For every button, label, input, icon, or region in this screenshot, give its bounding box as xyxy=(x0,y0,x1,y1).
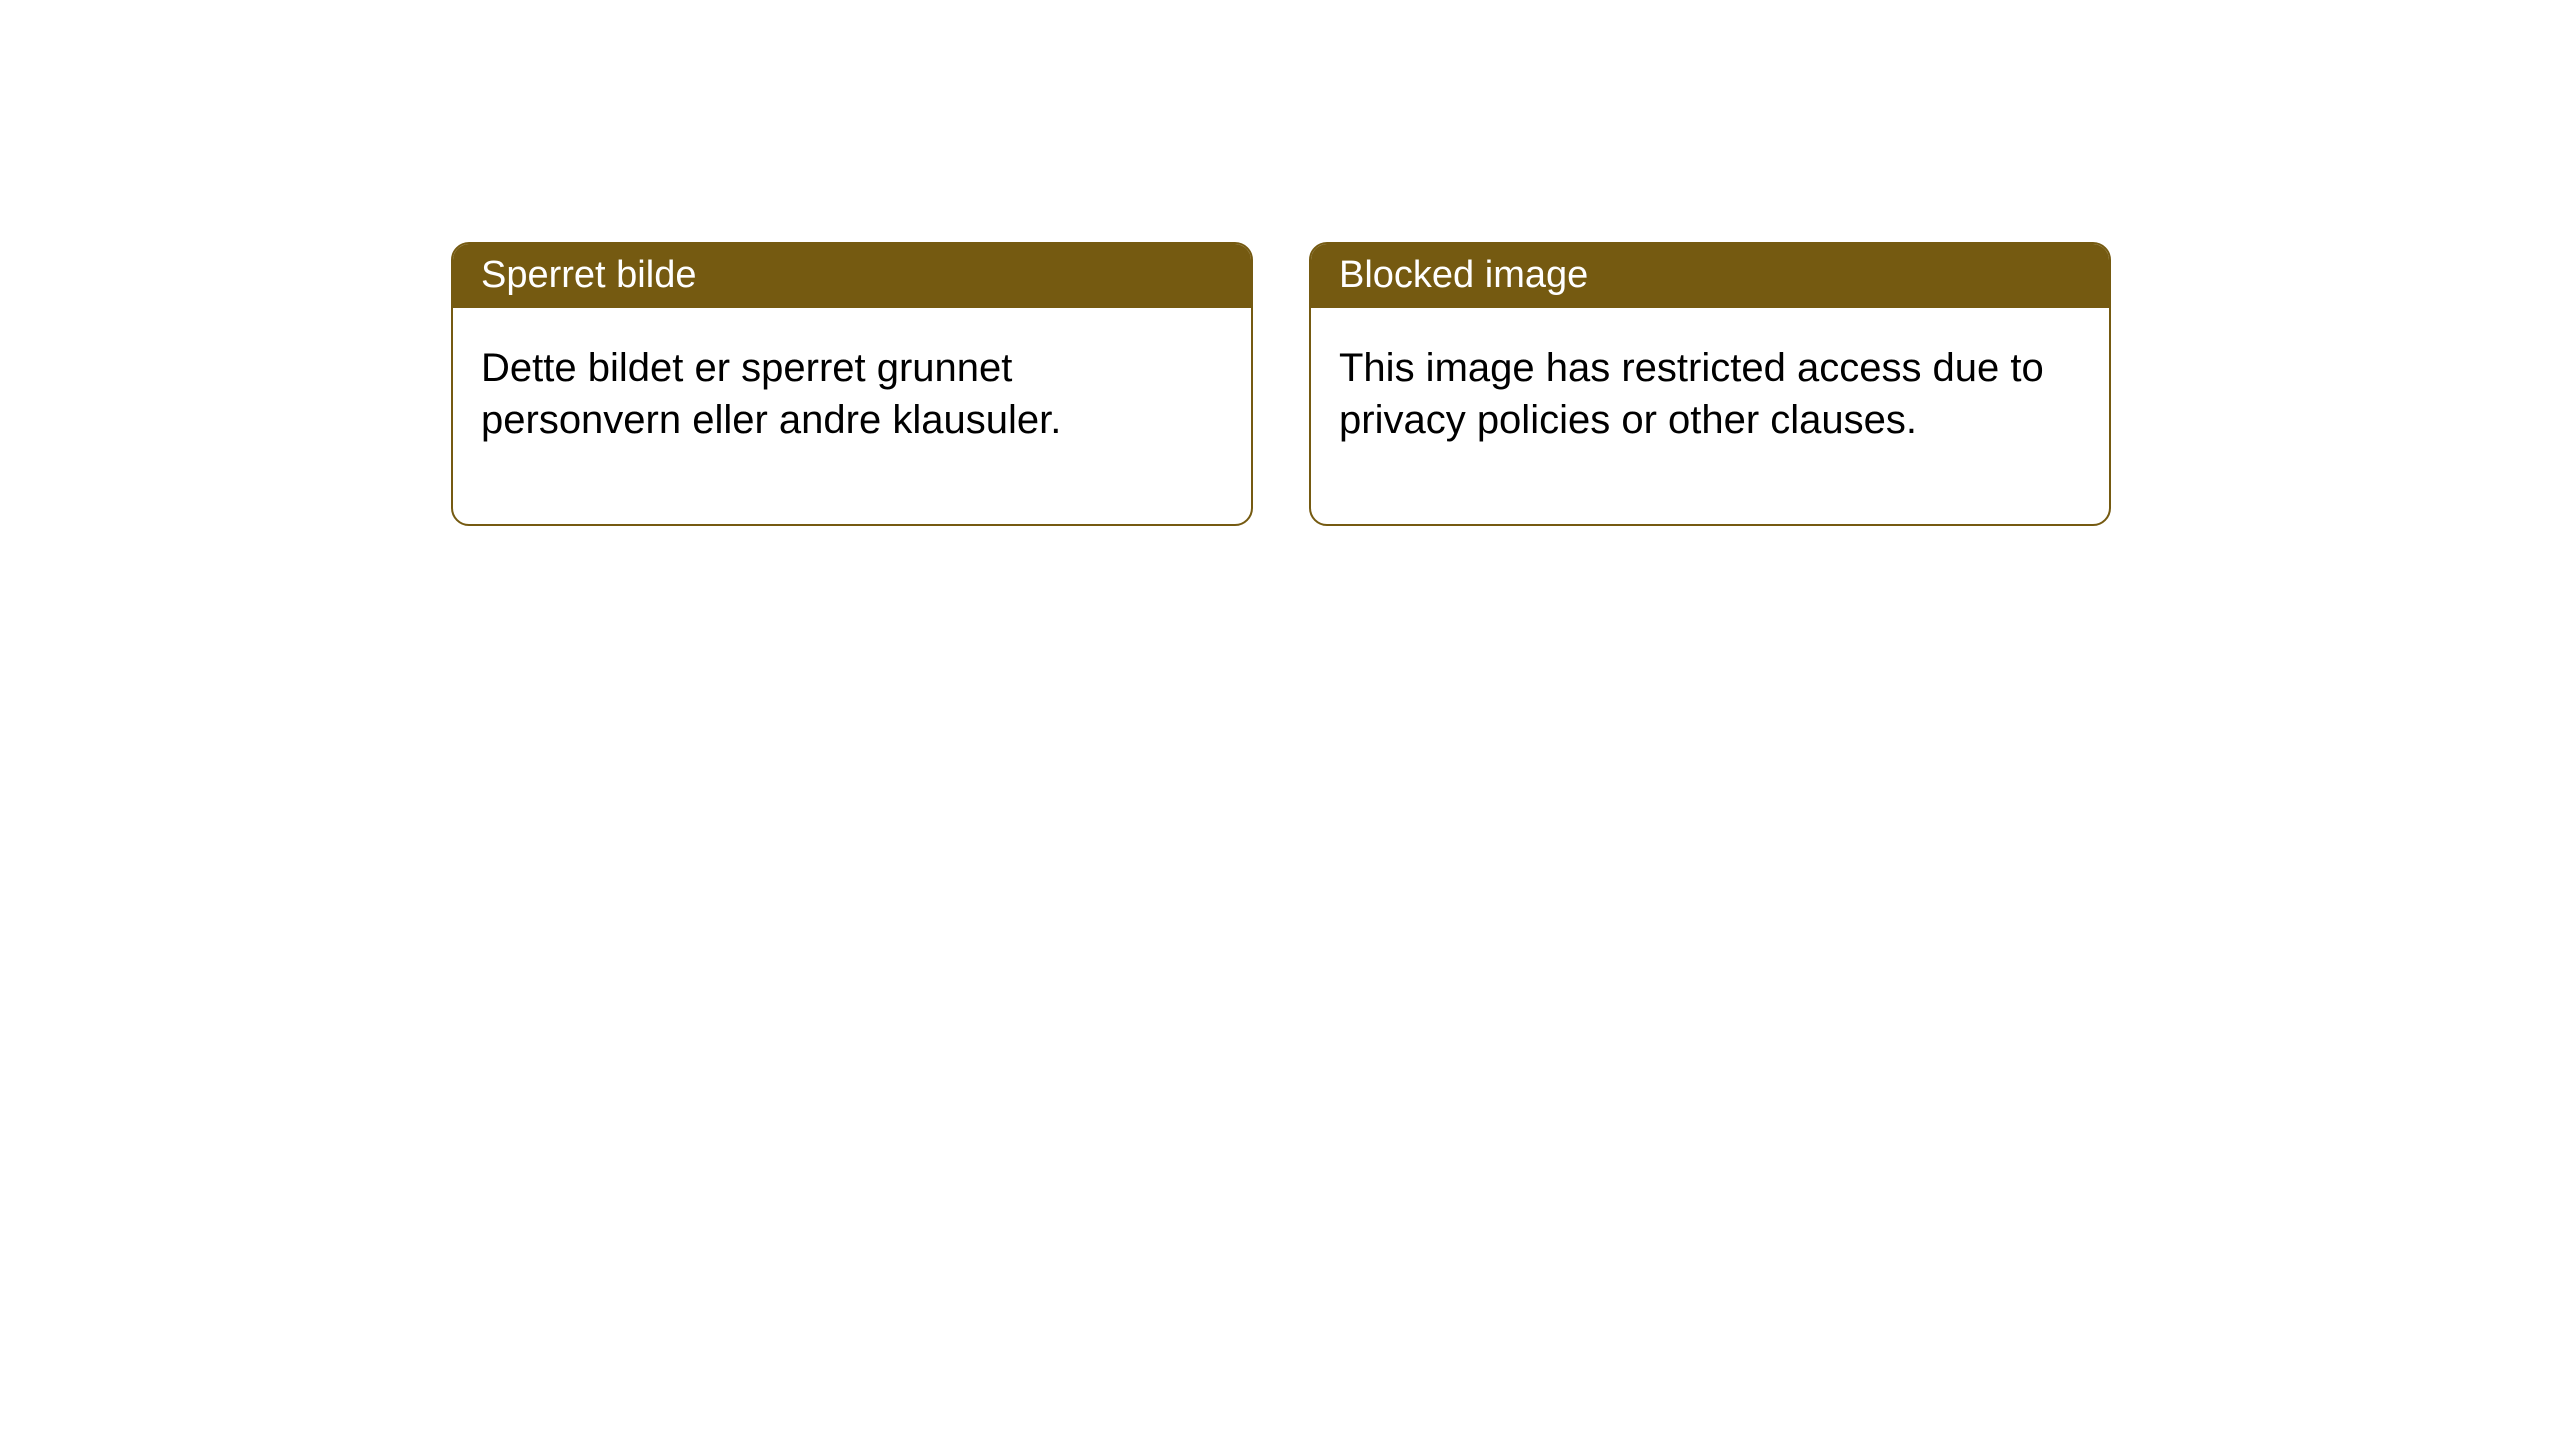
blocked-image-card-no: Sperret bilde Dette bildet er sperret gr… xyxy=(451,242,1253,526)
card-body: Dette bildet er sperret grunnet personve… xyxy=(453,308,1251,524)
cards-container: Sperret bilde Dette bildet er sperret gr… xyxy=(0,0,2560,526)
card-title: Blocked image xyxy=(1339,254,1588,296)
card-body-text: This image has restricted access due to … xyxy=(1339,346,2044,442)
blocked-image-card-en: Blocked image This image has restricted … xyxy=(1309,242,2111,526)
card-body: This image has restricted access due to … xyxy=(1311,308,2109,524)
card-header: Blocked image xyxy=(1311,244,2109,308)
card-body-text: Dette bildet er sperret grunnet personve… xyxy=(481,346,1061,442)
card-header: Sperret bilde xyxy=(453,244,1251,308)
card-title: Sperret bilde xyxy=(481,254,696,296)
